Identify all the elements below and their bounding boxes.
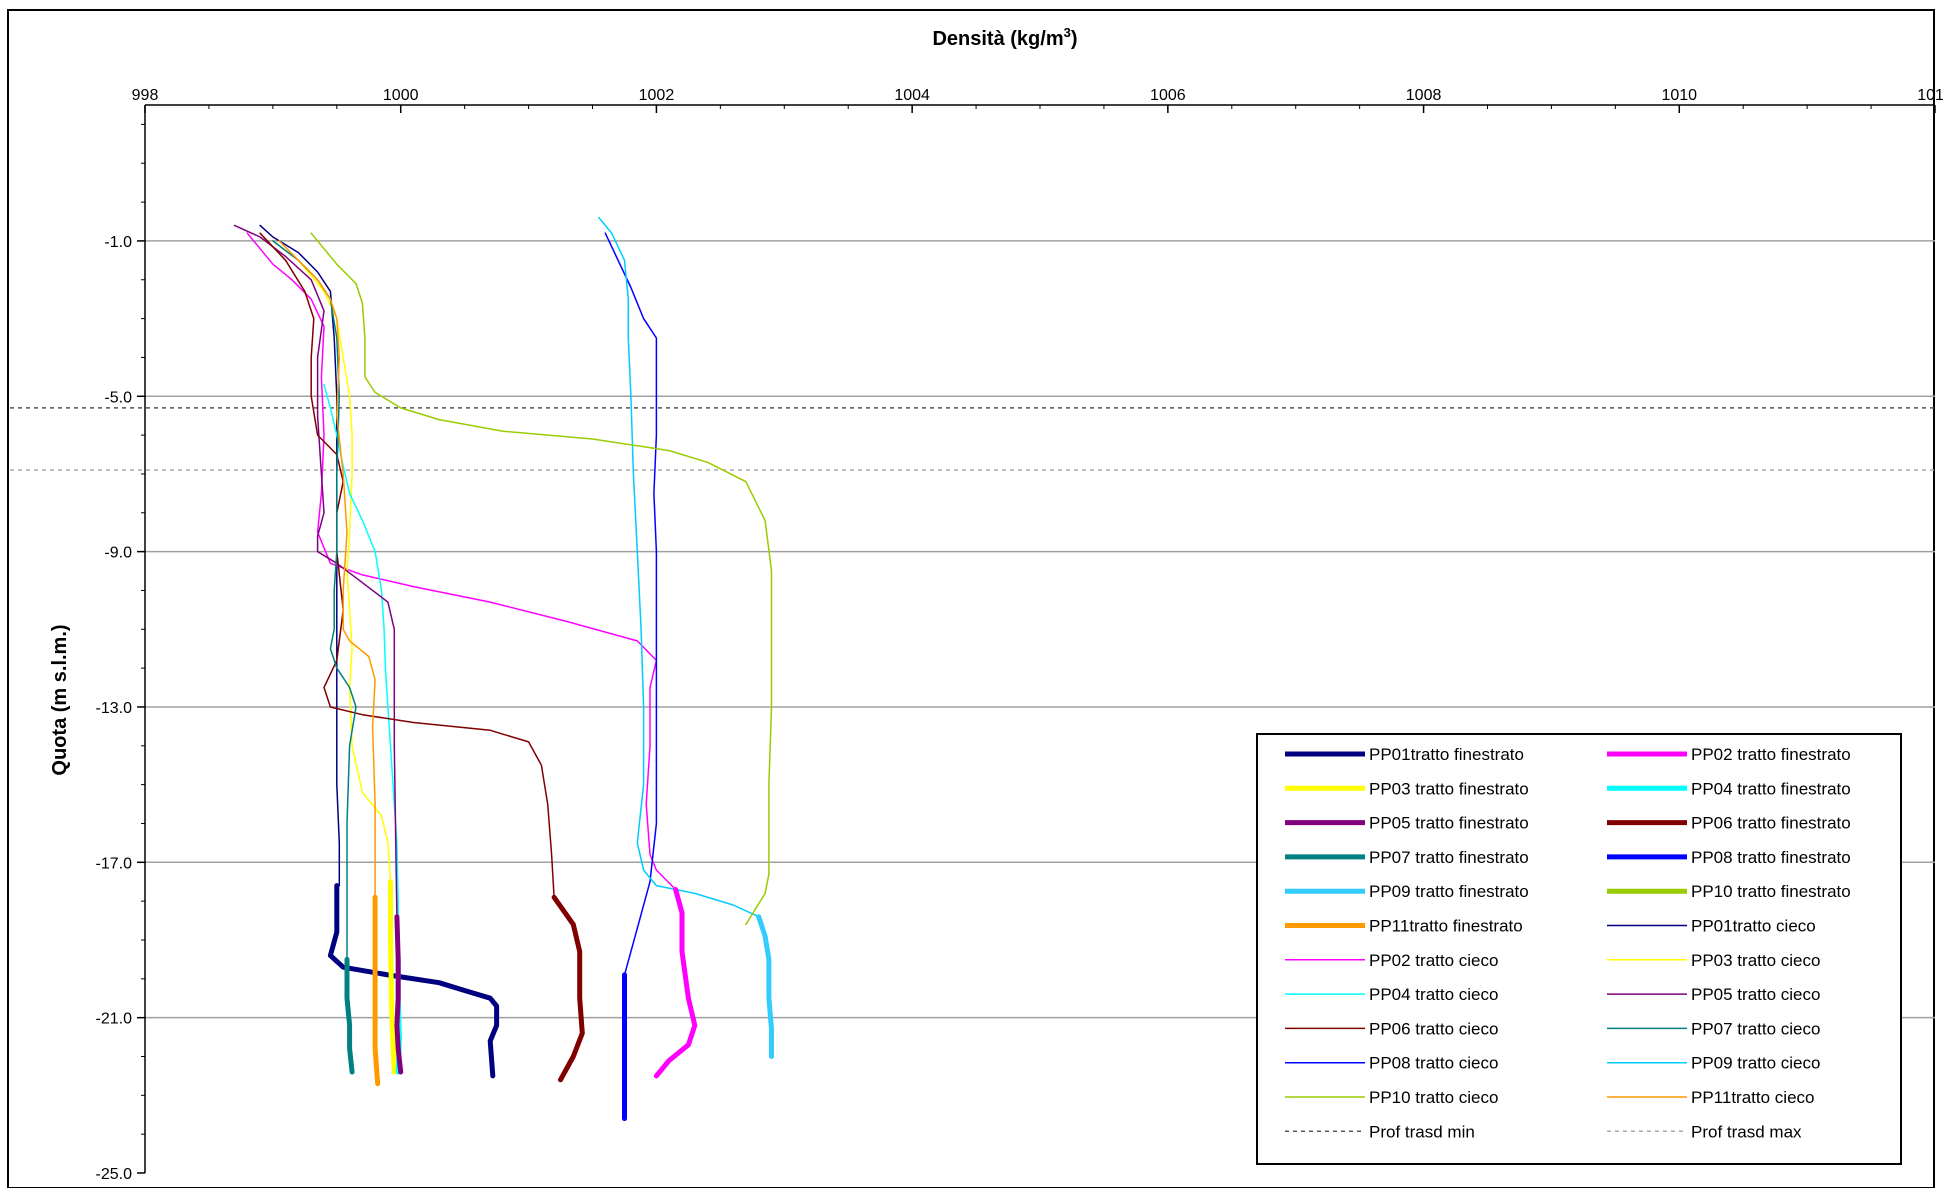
x-axis-title-superscript: 3 [1064, 25, 1071, 40]
legend-label: PP02 tratto finestrato [1691, 745, 1851, 764]
x-tick-label: 1000 [383, 87, 419, 104]
legend-box [1256, 733, 1902, 1165]
legend-label: PP03 tratto finestrato [1369, 779, 1529, 798]
legend: PP01tratto finestrato PP02 tratto finestr… [1256, 733, 1902, 1165]
series-line [372, 894, 381, 1087]
series-line [310, 232, 773, 926]
series-line [233, 224, 398, 918]
legend-label: Prof trasd max [1691, 1122, 1802, 1141]
legend-label: PP04 tratto cieco [1369, 985, 1498, 1004]
legend-label: Prof trasd min [1369, 1122, 1475, 1141]
legend-label: PP02 tratto cieco [1369, 951, 1498, 970]
series-line [278, 240, 376, 899]
legend-label: PP09 tratto finestrato [1369, 882, 1529, 901]
y-tick-label: -5.0 [104, 389, 132, 406]
x-tick-label: 1004 [894, 87, 930, 104]
series-line [394, 914, 404, 1075]
x-tick-label: 1010 [1661, 87, 1697, 104]
legend-label: PP01tratto finestrato [1369, 745, 1524, 764]
series-line [756, 914, 774, 1059]
x-axis-title-tail: ) [1071, 28, 1078, 50]
legend-label: PP06 tratto cieco [1369, 1019, 1498, 1038]
x-axis-title: Densità (kg/m3) [932, 25, 1077, 50]
legend-label: PP11tratto cieco [1691, 1088, 1814, 1107]
legend-label: PP06 tratto finestrato [1691, 814, 1851, 833]
x-tick-label: 1008 [1406, 87, 1442, 104]
x-tick-label: 998 [132, 87, 159, 104]
y-tick-label: -13.0 [96, 700, 133, 717]
legend-label: PP04 tratto finestrato [1691, 779, 1851, 798]
legend-label: PP07 tratto cieco [1691, 1019, 1820, 1038]
legend-label: PP01tratto cieco [1691, 917, 1816, 936]
series-line [327, 883, 500, 1079]
y-tick-label: -17.0 [96, 855, 133, 872]
legend-label: PP10 tratto finestrato [1691, 882, 1851, 901]
y-tick-label: -9.0 [104, 545, 132, 562]
legend-label: PP10 tratto cieco [1369, 1088, 1498, 1107]
x-tick-label: 1006 [1150, 87, 1186, 104]
series-line [388, 879, 397, 1075]
axes: -1.0 -5.0 -9.0 -13.0 -17.0 -21.0 -25.0 998 1000 1… [96, 87, 1943, 1183]
legend-label: PP03 tratto cieco [1691, 951, 1820, 970]
y-tick-label: -1.0 [104, 234, 132, 251]
x-tick-label: 1012 [1917, 87, 1943, 104]
series-line [653, 887, 698, 1079]
series-line [551, 894, 585, 1083]
legend-label: PP08 tratto finestrato [1691, 848, 1851, 867]
x-axis-title-text: Densità (kg/m [932, 28, 1063, 50]
legend-label: PP07 tratto finestrato [1369, 848, 1529, 867]
y-tick-label: -21.0 [96, 1011, 133, 1028]
x-tick-label: 1002 [639, 87, 675, 104]
legend-label: PP08 tratto cieco [1369, 1054, 1498, 1073]
legend-label: PP11tratto finestrato [1369, 917, 1523, 936]
legend-label: PP05 tratto cieco [1691, 985, 1820, 1004]
series-line [598, 216, 760, 918]
y-axis-title: Quota (m s.l.m.) [49, 624, 71, 775]
y-tick-label: -25.0 [96, 1166, 133, 1183]
series-line [604, 232, 658, 976]
series-lines [233, 216, 774, 1122]
legend-label: PP05 tratto finestrato [1369, 814, 1529, 833]
series-line [344, 956, 355, 1075]
legend-label: PP09 tratto cieco [1691, 1054, 1820, 1073]
